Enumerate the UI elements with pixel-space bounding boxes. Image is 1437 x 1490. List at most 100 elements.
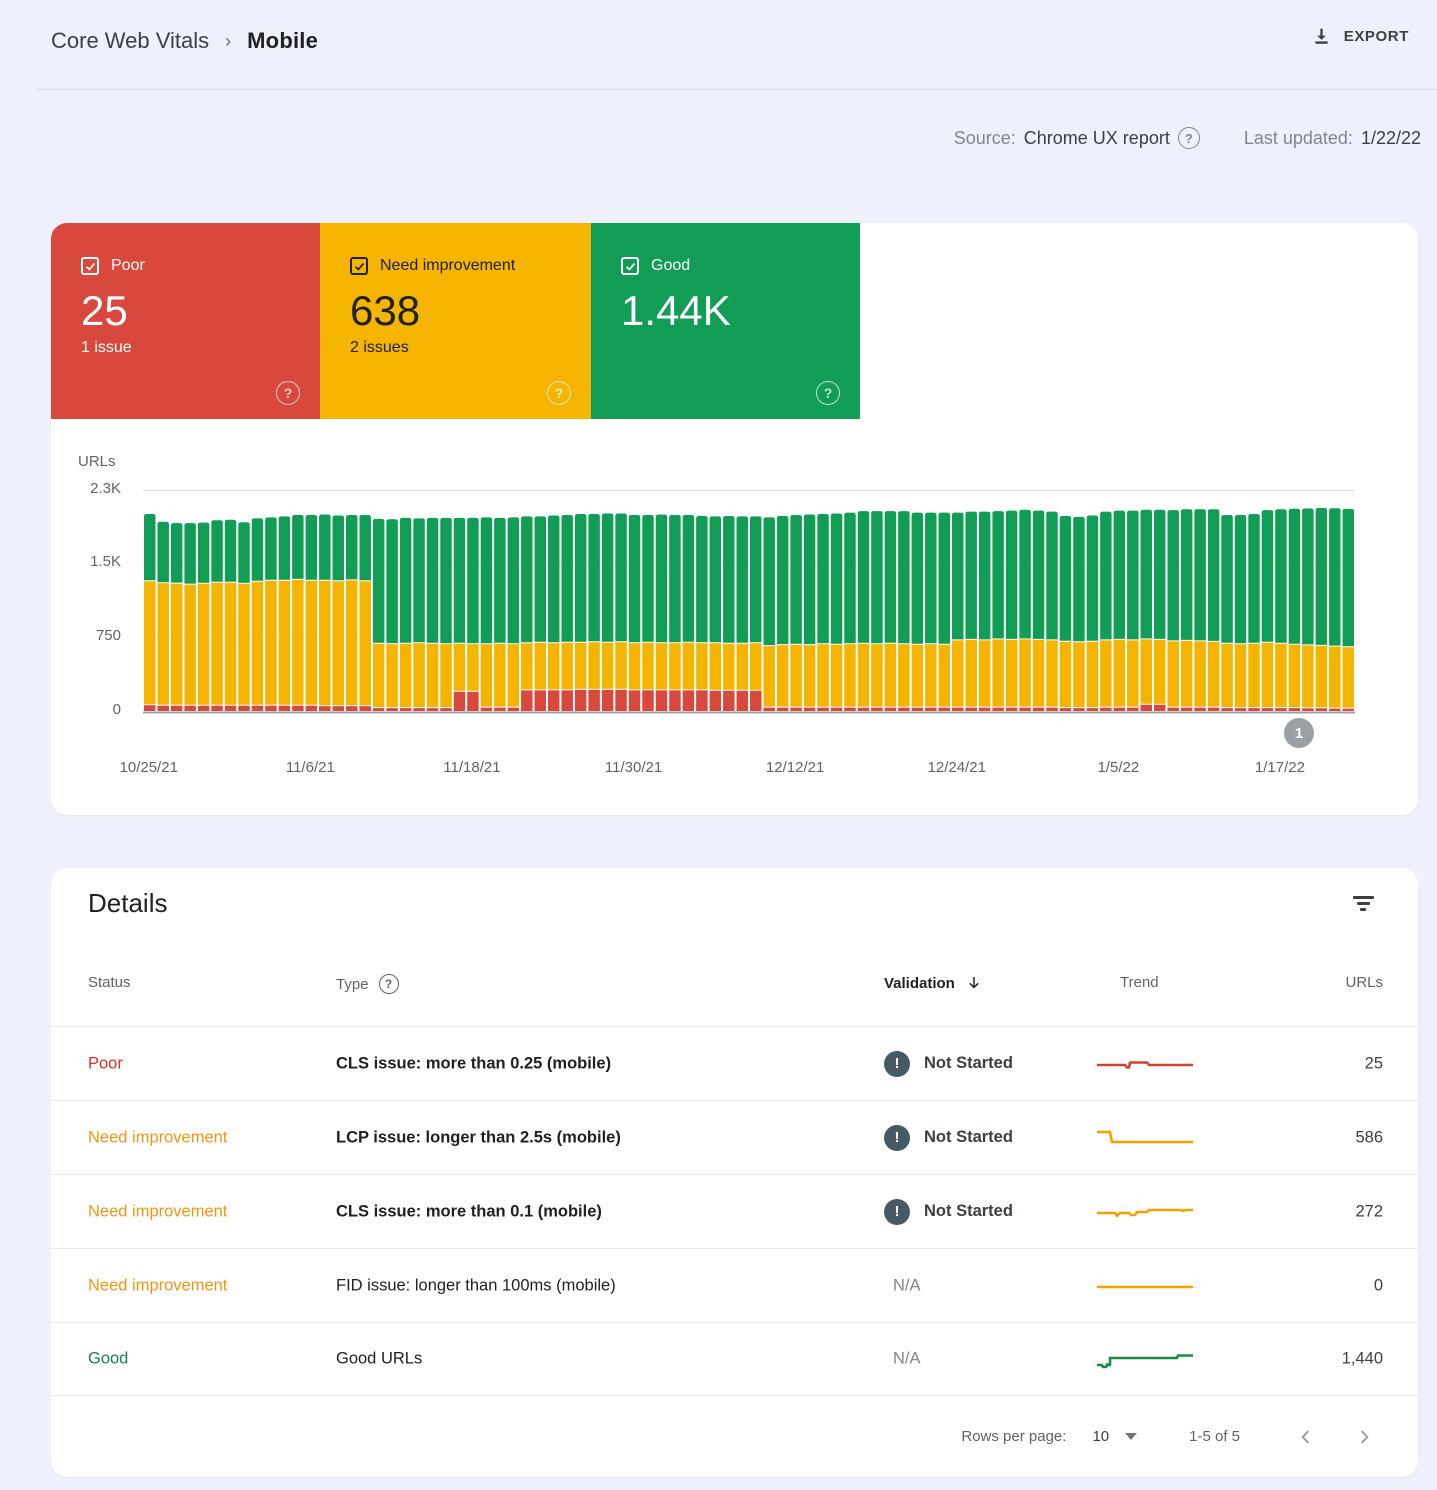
card-need-improvement[interactable]: Need improvement 638 2 issues ? xyxy=(320,223,591,419)
good-checkbox[interactable] xyxy=(621,257,639,275)
trend-sparkline xyxy=(1095,1054,1195,1074)
previous-page-button[interactable] xyxy=(1290,1421,1322,1453)
rows-per-page-select[interactable]: 10 xyxy=(1092,1428,1137,1445)
column-header-status[interactable]: Status xyxy=(88,974,131,991)
row-status: Poor xyxy=(88,1054,123,1073)
card-need-improvement-value: 638 xyxy=(350,287,567,335)
card-need-improvement-issues: 2 issues xyxy=(350,339,567,357)
y-axis-tick: 0 xyxy=(65,701,121,718)
good-help-icon[interactable]: ? xyxy=(816,381,840,405)
type-help-icon[interactable]: ? xyxy=(379,974,399,994)
breadcrumb: Core Web Vitals › Mobile xyxy=(51,28,318,54)
details-title: Details xyxy=(88,888,167,919)
last-updated-value: 1/22/22 xyxy=(1361,128,1421,149)
last-updated-label: Last updated: xyxy=(1244,128,1353,149)
card-poor[interactable]: Poor 25 1 issue ? xyxy=(51,223,320,419)
error-icon: ! xyxy=(884,1051,910,1077)
poor-checkbox[interactable] xyxy=(81,257,99,275)
y-axis-tick: 1.5K xyxy=(65,553,121,570)
card-good[interactable]: Good 1.44K ? xyxy=(591,223,860,419)
cwv-stacked-bar-chart[interactable] xyxy=(143,490,1355,714)
download-icon xyxy=(1311,26,1332,47)
header-divider xyxy=(36,89,1437,90)
row-type: CLS issue: more than 0.25 (mobile) xyxy=(336,1054,611,1073)
dropdown-arrow-icon xyxy=(1125,1433,1137,1440)
chart-annotation-marker[interactable]: 1 xyxy=(1284,718,1314,748)
row-urls: 272 xyxy=(1355,1202,1383,1221)
row-status: Need improvement xyxy=(88,1276,227,1295)
source-value: Chrome UX report xyxy=(1024,128,1170,149)
trend-sparkline xyxy=(1095,1128,1195,1148)
row-validation: !Not Started xyxy=(884,1125,1013,1151)
row-type: Good URLs xyxy=(336,1350,422,1369)
row-urls: 1,440 xyxy=(1342,1350,1383,1369)
x-axis-tick: 11/18/21 xyxy=(443,759,500,776)
x-axis-tick: 10/25/21 xyxy=(120,759,178,776)
card-poor-issues: 1 issue xyxy=(81,339,296,357)
table-row[interactable]: Good Good URLs N/A 1,440 xyxy=(51,1322,1418,1396)
source-help-icon[interactable]: ? xyxy=(1178,127,1200,149)
pagination-range: 1-5 of 5 xyxy=(1189,1428,1240,1445)
row-validation: !Not Started xyxy=(884,1051,1013,1077)
row-status: Good xyxy=(88,1350,128,1369)
poor-help-icon[interactable]: ? xyxy=(276,381,300,405)
row-type: LCP issue: longer than 2.5s (mobile) xyxy=(336,1128,621,1147)
table-header: Status Type ? Validation Trend URLs xyxy=(51,968,1418,1002)
card-good-label: Good xyxy=(651,257,690,275)
sort-arrow-down-icon xyxy=(965,974,983,992)
breadcrumb-mobile: Mobile xyxy=(247,28,318,54)
column-header-trend: Trend xyxy=(1120,974,1159,991)
status-cards: Poor 25 1 issue ? Need improvement 638 2… xyxy=(51,223,860,419)
row-type: CLS issue: more than 0.1 (mobile) xyxy=(336,1202,602,1221)
row-validation: N/A xyxy=(884,1276,921,1295)
breadcrumb-chevron-icon: › xyxy=(225,31,231,52)
need-improvement-checkbox[interactable] xyxy=(350,257,368,275)
need-improvement-help-icon[interactable]: ? xyxy=(547,381,571,405)
details-panel: Details Status Type ? Validation Trend U… xyxy=(51,868,1418,1477)
chevron-left-icon xyxy=(1295,1426,1317,1448)
y-axis-title: URLs xyxy=(78,453,116,470)
filter-icon[interactable] xyxy=(1352,896,1374,914)
card-poor-label: Poor xyxy=(111,257,145,275)
row-urls: 25 xyxy=(1365,1054,1383,1073)
source-label: Source: xyxy=(954,128,1016,149)
y-axis-tick: 750 xyxy=(65,627,121,644)
x-axis-tick: 12/12/21 xyxy=(766,759,824,776)
error-icon: ! xyxy=(884,1199,910,1225)
export-button[interactable]: EXPORT xyxy=(1311,26,1409,47)
row-validation: !Not Started xyxy=(884,1199,1013,1225)
export-label: EXPORT xyxy=(1344,28,1409,45)
table-row[interactable]: Poor CLS issue: more than 0.25 (mobile) !N… xyxy=(51,1026,1418,1100)
trend-sparkline xyxy=(1095,1202,1195,1222)
card-poor-value: 25 xyxy=(81,287,296,335)
rows-per-page-label: Rows per page: xyxy=(961,1428,1066,1445)
table-row[interactable]: Need improvement LCP issue: longer than 2… xyxy=(51,1100,1418,1174)
row-urls: 0 xyxy=(1374,1276,1383,1295)
x-axis-tick: 12/24/21 xyxy=(928,759,986,776)
x-axis-tick: 1/5/22 xyxy=(1097,759,1139,776)
card-need-improvement-label: Need improvement xyxy=(380,257,515,275)
x-axis-labels: 10/25/2111/6/2111/18/2111/30/2112/12/211… xyxy=(51,759,1418,781)
details-table-body: PoorCLS issue: more than 0.25 (mobile)!N… xyxy=(51,1026,1418,1396)
chart-panel: Poor 25 1 issue ? Need improvement 638 2… xyxy=(51,223,1418,815)
trend-sparkline xyxy=(1095,1276,1195,1296)
next-page-button[interactable] xyxy=(1348,1421,1380,1453)
column-header-type[interactable]: Type ? xyxy=(336,974,399,994)
table-row[interactable]: Need improvement FID issue: longer than 1… xyxy=(51,1248,1418,1322)
x-axis-tick: 11/30/21 xyxy=(605,759,662,776)
row-urls: 586 xyxy=(1355,1128,1383,1147)
column-header-validation[interactable]: Validation xyxy=(884,974,983,992)
row-validation: N/A xyxy=(884,1350,921,1369)
chevron-right-icon xyxy=(1353,1426,1375,1448)
row-status: Need improvement xyxy=(88,1202,227,1221)
table-row[interactable]: Need improvement CLS issue: more than 0.1… xyxy=(51,1174,1418,1248)
y-axis-tick: 2.3K xyxy=(65,480,121,497)
row-type: FID issue: longer than 100ms (mobile) xyxy=(336,1276,616,1295)
error-icon: ! xyxy=(884,1125,910,1151)
card-good-value: 1.44K xyxy=(621,287,836,335)
pagination-bar: Rows per page: 10 1-5 of 5 xyxy=(51,1396,1418,1477)
row-status: Need improvement xyxy=(88,1128,227,1147)
breadcrumb-core-web-vitals[interactable]: Core Web Vitals xyxy=(51,28,209,54)
trend-sparkline xyxy=(1095,1349,1195,1369)
column-header-urls[interactable]: URLs xyxy=(1345,974,1383,991)
